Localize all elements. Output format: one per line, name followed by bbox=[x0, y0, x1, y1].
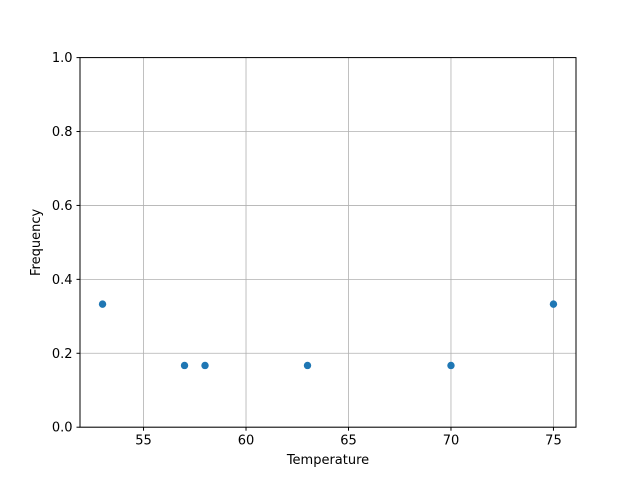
data-point bbox=[98, 300, 107, 308]
x-axis-label: Temperature bbox=[286, 453, 369, 468]
y-tick-label: 0.2 bbox=[52, 347, 73, 362]
data-point bbox=[180, 361, 189, 370]
x-tick-label: 70 bbox=[443, 434, 460, 449]
tick-layer: 55 60 65 70 75 0.0 0.2 0.4 0.6 0.8 1.0 bbox=[52, 51, 562, 449]
plot-border bbox=[79, 57, 577, 428]
y-tick-label: 0.6 bbox=[52, 199, 73, 214]
data-point bbox=[303, 361, 312, 370]
axes-spines bbox=[79, 57, 577, 428]
y-tick-label: 0.8 bbox=[52, 125, 73, 140]
points-layer bbox=[98, 300, 558, 370]
grid-layer bbox=[80, 57, 576, 428]
x-tick-label: 55 bbox=[135, 434, 152, 449]
y-axis-label: Frequency bbox=[29, 209, 44, 276]
data-point bbox=[447, 361, 455, 370]
x-tick-label: 60 bbox=[238, 434, 255, 449]
y-tick-label: 1.0 bbox=[52, 51, 73, 66]
data-point bbox=[549, 300, 558, 308]
x-tick-label: 75 bbox=[545, 434, 562, 449]
data-point bbox=[201, 361, 209, 370]
x-tick-label: 65 bbox=[340, 434, 357, 449]
y-tick-label: 0.4 bbox=[52, 273, 73, 288]
y-tick-label: 0.0 bbox=[52, 421, 73, 436]
